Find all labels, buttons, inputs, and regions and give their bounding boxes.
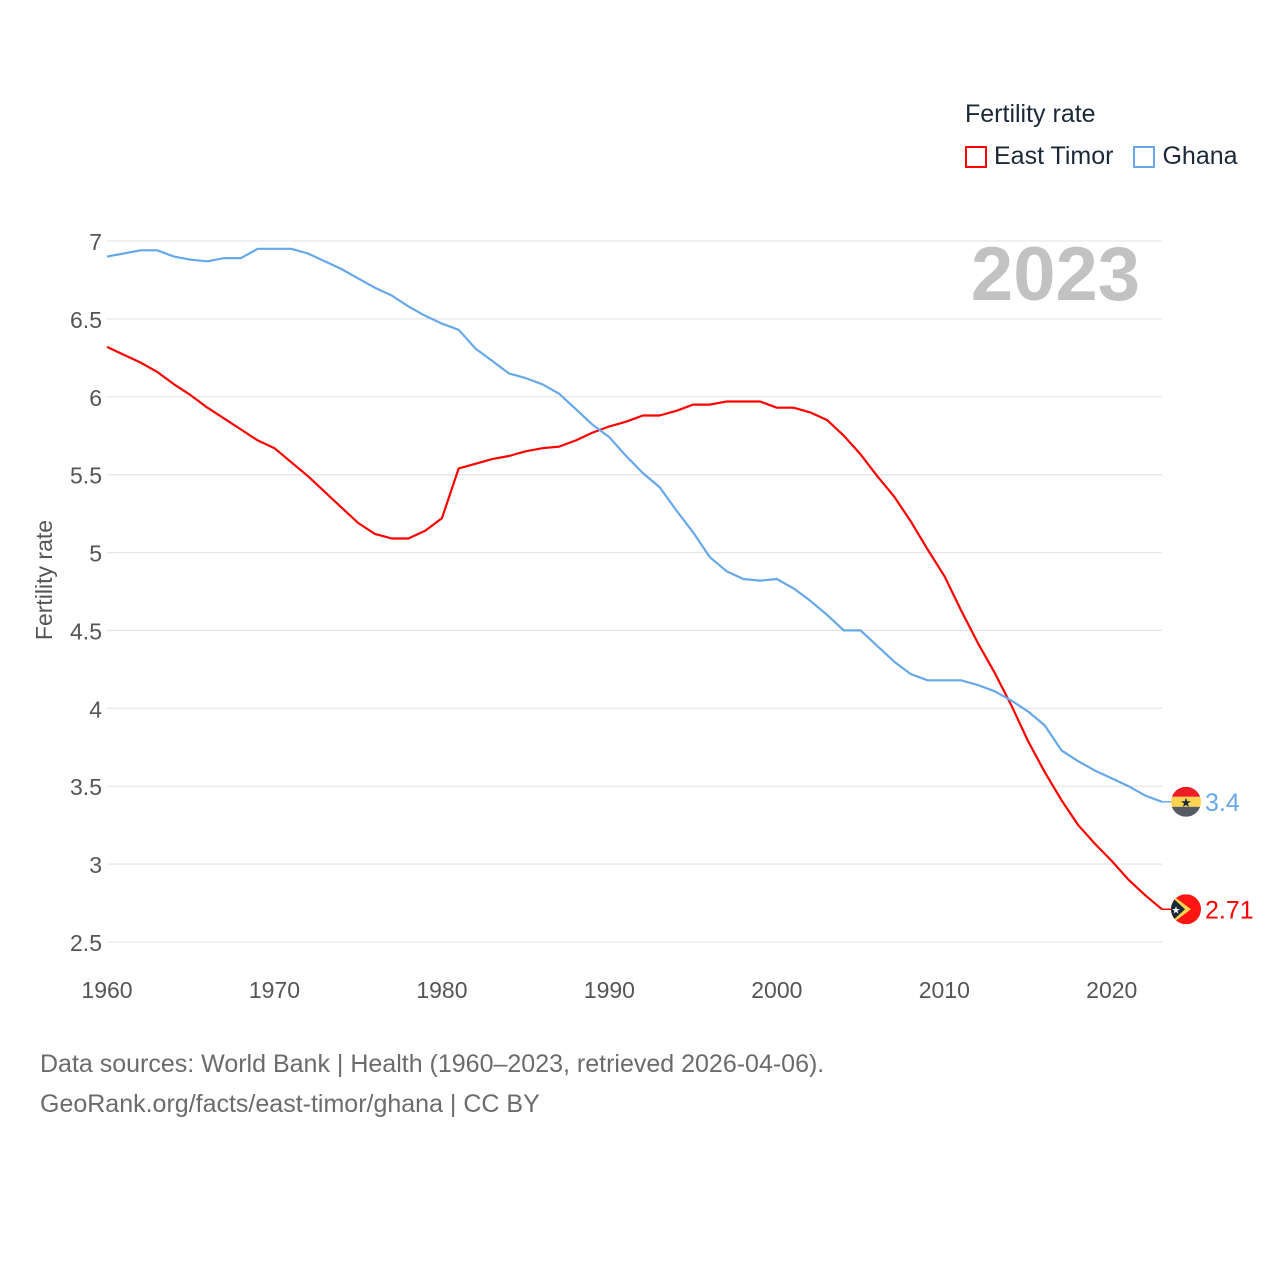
legend-swatch-east-timor <box>965 145 987 168</box>
y-tick-label: 3 <box>89 852 102 878</box>
y-tick-label: 3.5 <box>70 774 102 800</box>
series-line-east-timor <box>106 345 1163 911</box>
legend-title: Fertility rate <box>965 100 1096 128</box>
series-lines <box>106 247 1163 911</box>
x-tick-label: 2020 <box>1086 977 1137 1003</box>
y-tick-label: 6.5 <box>70 307 102 333</box>
source-line-1: Data sources: World Bank | Health (1960–… <box>40 1050 825 1078</box>
y-tick-label: 6 <box>89 385 102 411</box>
x-axis: 1960 1970 1980 1990 2000 2010 2020 <box>81 977 1137 1003</box>
legend-swatch-ghana <box>1133 145 1156 168</box>
y-axis: 2.5 3 3.5 4 4.5 5 5.5 6 6.5 7 <box>70 229 102 956</box>
y-tick-label: 5 <box>89 541 102 567</box>
series-line-ghana <box>106 247 1163 803</box>
year-label: 2023 <box>971 232 1140 317</box>
grid-lines <box>107 240 1162 943</box>
legend-item-ghana[interactable]: Ghana <box>1133 142 1238 171</box>
y-tick-label: 4.5 <box>70 618 102 644</box>
x-tick-label: 1980 <box>416 977 467 1003</box>
x-tick-label: 1960 <box>81 977 132 1003</box>
legend-item-east-timor[interactable]: East Timor <box>965 142 1113 171</box>
svg-text:★: ★ <box>1172 905 1181 916</box>
legend-label: East Timor <box>994 142 1114 170</box>
end-value-label: 3.4 <box>1205 789 1240 817</box>
ghana-flag-icon: ★ <box>1171 786 1201 817</box>
x-tick-label: 1990 <box>584 977 635 1003</box>
source-note: Data sources: World Bank | Health (1960–… <box>40 1044 824 1124</box>
legend-label: Ghana <box>1162 142 1238 170</box>
y-tick-label: 2.5 <box>70 930 102 956</box>
x-tick-label: 2000 <box>751 977 802 1003</box>
y-tick-label: 5.5 <box>70 463 102 489</box>
y-axis-title: Fertility rate <box>31 520 57 640</box>
svg-text:★: ★ <box>1180 795 1192 810</box>
legend: East Timor Ghana <box>965 142 1258 171</box>
source-line-2: GeoRank.org/facts/east-timor/ghana | CC … <box>40 1090 540 1118</box>
end-markers: ★ 2.71 ★ 3.4 <box>1162 786 1254 925</box>
x-tick-label: 1970 <box>249 977 300 1003</box>
y-tick-label: 4 <box>89 696 102 722</box>
end-value-label: 2.71 <box>1205 896 1254 924</box>
x-tick-label: 2010 <box>919 977 970 1003</box>
y-tick-label: 7 <box>89 229 102 255</box>
east-timor-flag-icon: ★ <box>1171 894 1201 925</box>
